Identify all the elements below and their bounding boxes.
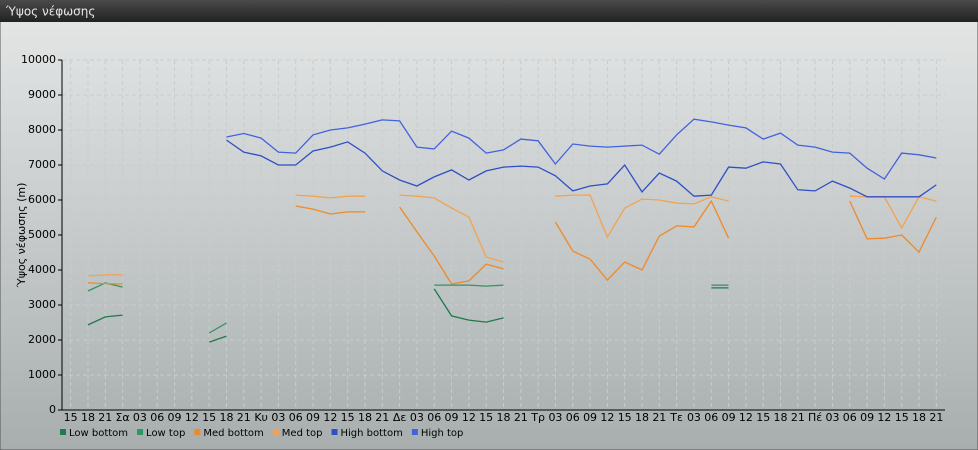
x-tick-label: Σα: [115, 411, 129, 424]
x-tick-label: 03: [271, 411, 285, 424]
x-tick-label: 21: [791, 411, 805, 424]
x-tick-label: 15: [202, 411, 216, 424]
x-tick-label: 18: [774, 411, 788, 424]
y-tick-label: 10000: [21, 53, 56, 66]
legend-swatch: [137, 429, 144, 435]
x-tick-label: 03: [687, 411, 701, 424]
x-tick-label: 12: [185, 411, 199, 424]
legend-label: Low top: [146, 428, 185, 439]
x-tick-label: 15: [341, 411, 355, 424]
legend-label: Med top: [282, 428, 323, 439]
y-tick-label: 8000: [28, 123, 56, 136]
x-tick-label: 15: [479, 411, 493, 424]
legend-swatch: [272, 429, 279, 435]
x-tick-label: 18: [912, 411, 926, 424]
series-line: [87, 282, 729, 334]
legend-label: High bottom: [341, 428, 403, 439]
x-tick-label: 06: [427, 411, 441, 424]
y-tick-label: 0: [49, 403, 56, 416]
x-tick-label: 21: [652, 411, 666, 424]
y-axis-title: Ύψος νέφωσης (m): [15, 183, 28, 289]
x-tick-label: 15: [64, 411, 78, 424]
x-tick-label: 06: [289, 411, 303, 424]
x-tick-label: 18: [219, 411, 233, 424]
series-line: [87, 287, 729, 343]
x-tick-label: 18: [635, 411, 649, 424]
legend-swatch: [194, 429, 201, 435]
y-tick-label: 2000: [28, 333, 56, 346]
x-tick-label: Κυ: [254, 411, 268, 424]
x-tick-label: 09: [306, 411, 320, 424]
x-tick-label: 09: [722, 411, 736, 424]
x-tick-label: 09: [860, 411, 874, 424]
x-tick-label: 03: [548, 411, 562, 424]
x-tick-label: 12: [323, 411, 337, 424]
y-tick-label: 4000: [28, 263, 56, 276]
legend-label: Low bottom: [69, 428, 128, 439]
legend-swatch: [60, 429, 66, 435]
y-tick-label: 1000: [28, 368, 56, 381]
legend-label: Med bottom: [203, 428, 263, 439]
x-tick-label: 18: [81, 411, 95, 424]
legend-label: High top: [421, 428, 464, 439]
y-tick-label: 5000: [28, 228, 56, 241]
x-tick-label: 09: [445, 411, 459, 424]
legend-swatch: [331, 429, 338, 435]
series-line: [226, 118, 937, 180]
x-tick-label: 15: [895, 411, 909, 424]
legend-swatch: [411, 429, 418, 435]
y-tick-label: 9000: [28, 88, 56, 101]
x-tick-label: 21: [375, 411, 389, 424]
chart-title: Ύψος νέφωσης: [5, 5, 95, 19]
x-tick-label: Τε: [669, 411, 683, 424]
x-tick-label: 12: [462, 411, 476, 424]
x-tick-label: 03: [133, 411, 147, 424]
x-tick-label: 03: [410, 411, 424, 424]
x-tick-label: 03: [825, 411, 839, 424]
x-tick-label: 12: [739, 411, 753, 424]
x-tick-label: 15: [618, 411, 632, 424]
x-tick-label: 12: [877, 411, 891, 424]
x-tick-label: 06: [704, 411, 718, 424]
x-tick-label: Δε: [393, 411, 407, 424]
x-tick-label: 09: [168, 411, 182, 424]
series-line: [226, 139, 937, 198]
x-tick-label: 21: [98, 411, 112, 424]
x-tick-label: 21: [237, 411, 251, 424]
y-tick-label: 7000: [28, 158, 56, 171]
series-line: [87, 194, 937, 277]
x-tick-label: 18: [497, 411, 511, 424]
x-tick-label: 21: [929, 411, 943, 424]
x-tick-label: 09: [583, 411, 597, 424]
x-tick-label: 06: [566, 411, 580, 424]
x-tick-label: 06: [150, 411, 164, 424]
x-tick-label: 12: [600, 411, 614, 424]
x-tick-label: Πέ: [808, 411, 822, 424]
x-tick-label: 18: [358, 411, 372, 424]
y-tick-label: 3000: [28, 298, 56, 311]
y-tick-label: 6000: [28, 193, 56, 206]
x-tick-label: 06: [843, 411, 857, 424]
series-line: [87, 199, 937, 285]
x-tick-label: 15: [756, 411, 770, 424]
x-tick-label: Τρ: [530, 411, 545, 424]
x-tick-label: 21: [514, 411, 528, 424]
title-bar: [0, 0, 978, 22]
